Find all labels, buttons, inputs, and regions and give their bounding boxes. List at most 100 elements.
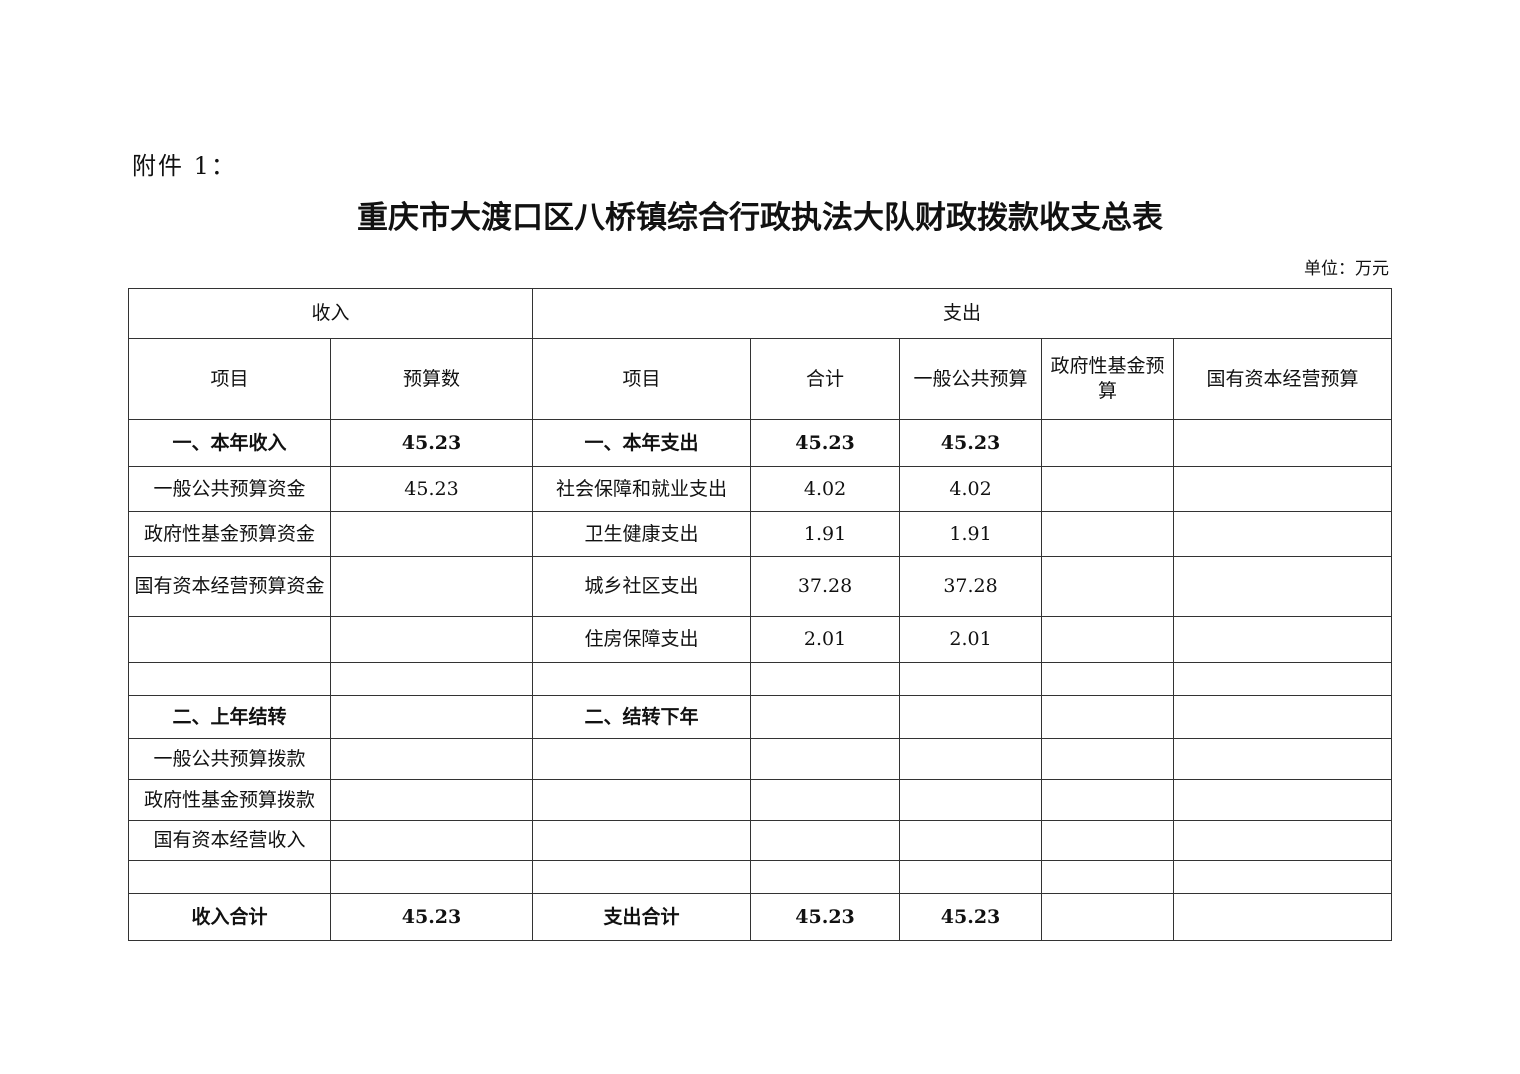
table-row [128, 662, 1393, 696]
cell-government-fund-budget [1041, 738, 1175, 780]
cell-government-fund-budget [1041, 779, 1175, 821]
cell-state-capital-budget [1173, 511, 1393, 557]
cell-state-capital-budget [1173, 466, 1393, 512]
cell-income-budget: 45.23 [329, 466, 534, 512]
cell-general-public-budget [899, 695, 1043, 739]
cell-general-public-budget: 4.02 [899, 466, 1043, 512]
cell-government-fund-budget [1041, 860, 1175, 894]
column-header-government-fund-budget: 政府性基金预算 [1041, 338, 1175, 420]
cell-government-fund-budget [1041, 616, 1175, 663]
cell-income-item: 二、上年结转 [128, 695, 331, 739]
attachment-label: 附件 1： [132, 152, 237, 180]
table-row: 一般公共预算拨款 [128, 738, 1393, 780]
cell-income-budget [329, 662, 534, 696]
cell-income-item: 一般公共预算资金 [128, 466, 331, 512]
cell-expense-item: 社会保障和就业支出 [532, 466, 752, 512]
budget-table: 收入 支出 项目 预算数 项目 合计 一般公共预算 政府性基金预算 国有资本经营预算 一、本… [127, 288, 1393, 941]
column-header-row: 项目 预算数 项目 合计 一般公共预算 政府性基金预算 国有资本经营预算 [128, 338, 1393, 420]
cell-expense-total [750, 695, 901, 739]
column-header-state-capital-budget: 国有资本经营预算 [1173, 338, 1393, 420]
cell-expense-item [532, 662, 752, 696]
cell-income-budget [329, 860, 534, 894]
cell-expense-total [750, 860, 901, 894]
cell-expense-item [532, 860, 752, 894]
column-header-income-item: 项目 [128, 338, 331, 420]
table-row: 政府性基金预算拨款 [128, 779, 1393, 821]
cell-government-fund-budget [1041, 466, 1175, 512]
cell-state-capital-budget [1173, 860, 1393, 894]
cell-income-budget [329, 820, 534, 861]
cell-expense-total [750, 820, 901, 861]
cell-income-budget [329, 511, 534, 557]
page-title: 重庆市大渡口区八桥镇综合行政执法大队财政拨款收支总表 [357, 200, 1163, 236]
cell-general-public-budget: 2.01 [899, 616, 1043, 663]
cell-government-fund-budget [1041, 695, 1175, 739]
table-row: 二、上年结转 二、结转下年 [128, 695, 1393, 739]
cell-income-item: 政府性基金预算拨款 [128, 779, 331, 821]
income-group-header: 收入 [127, 288, 534, 339]
cell-government-fund-budget [1041, 893, 1175, 941]
cell-expense-total [750, 662, 901, 696]
cell-income-budget [329, 695, 534, 739]
column-header-expense-total: 合计 [750, 338, 901, 420]
cell-expense-item [532, 820, 752, 861]
cell-general-public-budget [899, 820, 1043, 861]
cell-expense-item [532, 738, 752, 780]
cell-expense-total [750, 779, 901, 821]
cell-expense-total: 45.23 [750, 419, 901, 467]
cell-income-item [128, 616, 331, 663]
cell-income-budget: 45.23 [329, 419, 534, 467]
cell-expense-total: 2.01 [750, 616, 901, 663]
cell-expense-total: 4.02 [750, 466, 901, 512]
table-row: 一般公共预算资金 45.23 社会保障和就业支出 4.02 4.02 [128, 466, 1393, 512]
cell-income-item: 国有资本经营收入 [128, 820, 331, 861]
cell-state-capital-budget [1173, 419, 1393, 467]
cell-income-item: 政府性基金预算资金 [128, 511, 331, 557]
column-header-income-budget: 预算数 [329, 338, 534, 420]
cell-expense-item: 卫生健康支出 [532, 511, 752, 557]
cell-general-public-budget: 45.23 [899, 893, 1043, 941]
cell-general-public-budget: 1.91 [899, 511, 1043, 557]
table-row: 一、本年收入 45.23 一、本年支出 45.23 45.23 [128, 419, 1393, 467]
group-header-row: 收入 支出 [127, 288, 1393, 339]
cell-income-item: 一般公共预算拨款 [128, 738, 331, 780]
cell-income-item [128, 860, 331, 894]
cell-income-budget [329, 556, 534, 617]
cell-state-capital-budget [1173, 695, 1393, 739]
cell-expense-item: 一、本年支出 [532, 419, 752, 467]
table-row: 国有资本经营收入 [128, 820, 1393, 861]
cell-general-public-budget: 37.28 [899, 556, 1043, 617]
cell-income-budget [329, 616, 534, 663]
cell-income-item: 一、本年收入 [128, 419, 331, 467]
cell-expense-total: 1.91 [750, 511, 901, 557]
cell-general-public-budget [899, 779, 1043, 821]
unit-label: 单位：万元 [1304, 259, 1389, 279]
cell-expense-total: 45.23 [750, 893, 901, 941]
cell-expense-item: 二、结转下年 [532, 695, 752, 739]
cell-government-fund-budget [1041, 419, 1175, 467]
cell-income-budget [329, 779, 534, 821]
cell-government-fund-budget [1041, 820, 1175, 861]
table-row: 政府性基金预算资金 卫生健康支出 1.91 1.91 [128, 511, 1393, 557]
cell-state-capital-budget [1173, 779, 1393, 821]
cell-expense-item: 城乡社区支出 [532, 556, 752, 617]
cell-general-public-budget [899, 860, 1043, 894]
cell-income-budget: 45.23 [329, 893, 534, 941]
cell-general-public-budget [899, 662, 1043, 696]
cell-income-item [128, 662, 331, 696]
cell-expense-total [750, 738, 901, 780]
cell-government-fund-budget [1041, 556, 1175, 617]
cell-state-capital-budget [1173, 616, 1393, 663]
cell-government-fund-budget [1041, 511, 1175, 557]
cell-expense-item: 住房保障支出 [532, 616, 752, 663]
cell-state-capital-budget [1173, 820, 1393, 861]
table-row [128, 860, 1393, 894]
cell-state-capital-budget [1173, 738, 1393, 780]
table-row: 收入合计 45.23 支出合计 45.23 45.23 [128, 893, 1393, 941]
cell-state-capital-budget [1173, 662, 1393, 696]
cell-income-item: 国有资本经营预算资金 [128, 556, 331, 617]
cell-income-item: 收入合计 [128, 893, 331, 941]
column-header-general-public-budget: 一般公共预算 [899, 338, 1043, 420]
cell-expense-total: 37.28 [750, 556, 901, 617]
cell-government-fund-budget [1041, 662, 1175, 696]
